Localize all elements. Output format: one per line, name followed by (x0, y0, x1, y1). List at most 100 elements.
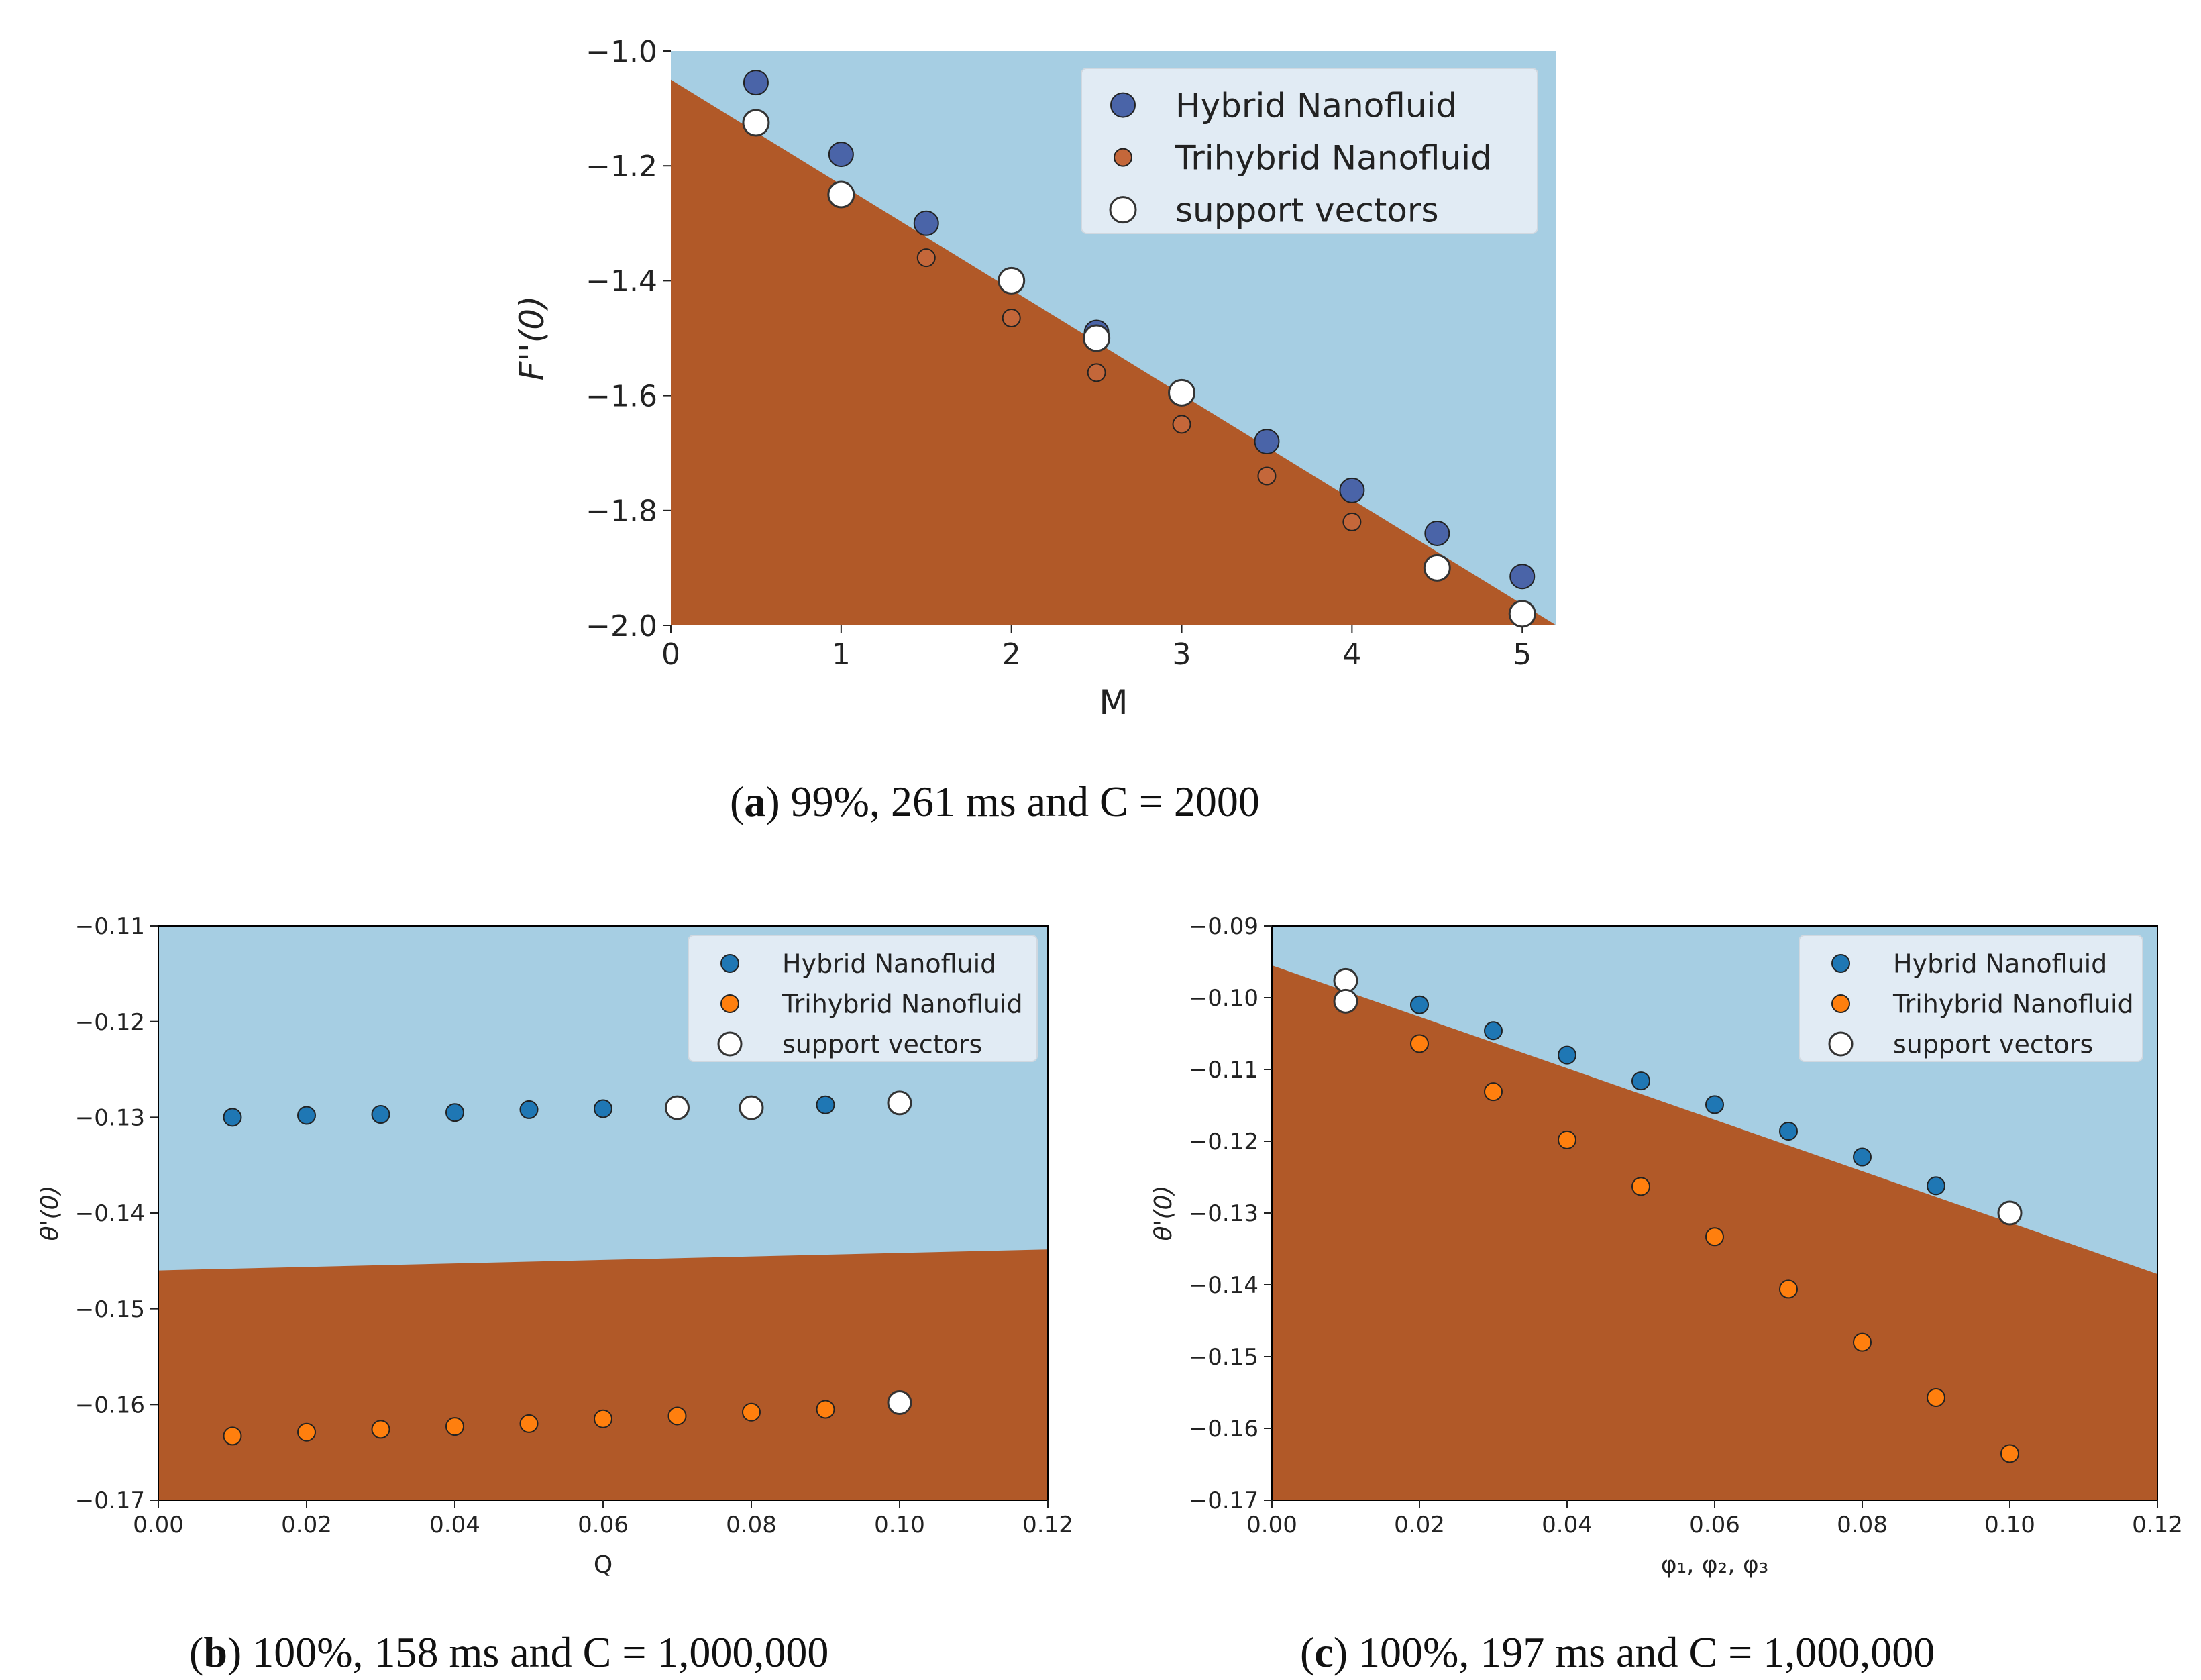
x-tick-label: 0.04 (1542, 1512, 1593, 1538)
y-tick-label: −0.11 (1189, 1057, 1258, 1084)
y-tick-label: −0.13 (75, 1105, 145, 1132)
legend-marker (1831, 994, 1850, 1013)
region-trihybrid (158, 1249, 1048, 1500)
x-axis-label: Q (594, 1551, 612, 1579)
x-tick-label: 5 (1513, 637, 1532, 672)
caption-c: (c) 100%, 197 ms and C = 1,000,000 (1300, 1628, 1935, 1677)
y-tick-label: −0.15 (75, 1296, 145, 1323)
legend-marker (1109, 196, 1137, 224)
trihybrid-point (1257, 466, 1277, 486)
panel-b: 0.00 0.02 0.04 0.06 0.08 0.10 0.12 −0.11 −0.12 −0… (0, 872, 1100, 1610)
caption-a-tag: (a) (730, 778, 780, 825)
legend-marker (1110, 92, 1136, 118)
hybrid-point (1424, 521, 1450, 547)
chart-c-svg: 0.00 0.02 0.04 0.06 0.08 0.10 0.12 −0.09 −0.10 −0… (1150, 913, 2183, 1579)
y-tick-label: −0.15 (1189, 1344, 1258, 1371)
trihybrid-point (1853, 1332, 1872, 1352)
trihybrid-point (816, 1400, 835, 1419)
legend-label: support vectors (782, 1030, 982, 1059)
support-vector-point (998, 266, 1026, 295)
x-tick-label: 0.02 (281, 1512, 332, 1538)
x-tick-label: 0.02 (1394, 1512, 1445, 1538)
y-tick-label: −0.16 (75, 1392, 145, 1419)
y-tick-label: −0.16 (1189, 1416, 1258, 1442)
hybrid-point (1410, 995, 1429, 1014)
trihybrid-point (1087, 363, 1106, 382)
support-vector-point (742, 109, 770, 137)
trihybrid-point (1558, 1130, 1576, 1149)
y-tick-label: −1.2 (586, 150, 657, 184)
hybrid-point (1509, 564, 1536, 590)
caption-b: (b) 100%, 158 ms and C = 1,000,000 (189, 1628, 828, 1677)
hybrid-point (743, 70, 769, 96)
panel-c: 0.00 0.02 0.04 0.06 0.08 0.10 0.12 −0.09 −0.10 −0… (1100, 872, 2201, 1610)
hybrid-point (445, 1103, 464, 1122)
legend-marker (1114, 148, 1132, 167)
trihybrid-point (1002, 309, 1021, 328)
trihybrid-point (1779, 1279, 1798, 1299)
support-vector-point (739, 1095, 764, 1120)
hybrid-point (519, 1100, 539, 1119)
caption-c-text: 100%, 197 ms and C = 1,000,000 (1358, 1628, 1935, 1676)
legend-marker (720, 994, 739, 1013)
panel-a: 0 1 2 3 4 5 −1.0 −1.2 −1.4 −1.6 −1.8 −2.0 M F''(0) Hyb… (0, 0, 2201, 839)
legend-label: Trihybrid Nanofluid (1892, 990, 2134, 1019)
y-tick-label: −2.0 (586, 609, 657, 643)
caption-a: (a) 99%, 261 ms and C = 2000 (730, 777, 1260, 827)
trihybrid-point (916, 248, 936, 268)
y-tick-label: −1.4 (586, 264, 657, 299)
legend-label: Trihybrid Nanofluid (1175, 139, 1492, 178)
y-tick-label: −0.14 (1189, 1272, 1258, 1299)
trihybrid-point (297, 1422, 316, 1442)
x-tick-label: 0.00 (1246, 1512, 1297, 1538)
y-tick-label: −0.13 (1189, 1200, 1258, 1227)
x-tick-label: 0 (661, 637, 680, 672)
hybrid-point (594, 1099, 612, 1118)
x-tick-label: 0.00 (133, 1512, 184, 1538)
x-tick-label: 0.08 (726, 1512, 777, 1538)
support-vector-point (1997, 1200, 2023, 1226)
x-axis-label: M (1099, 683, 1128, 722)
region-trihybrid (671, 79, 1556, 626)
support-vector-point (1333, 988, 1358, 1014)
y-tick-label: −0.17 (75, 1487, 145, 1514)
caption-a-text: 99%, 261 ms and C = 2000 (790, 778, 1260, 825)
legend-box (688, 935, 1038, 1062)
x-tick-label: 0.12 (1022, 1512, 1073, 1538)
support-vector-point (887, 1090, 912, 1116)
hybrid-point (297, 1106, 316, 1125)
support-vector-point (1508, 600, 1536, 628)
legend-label: Hybrid Nanofluid (782, 949, 996, 979)
x-tick-label: 1 (832, 637, 851, 672)
x-tick-label: 0.08 (1837, 1512, 1888, 1538)
hybrid-point (1484, 1021, 1503, 1041)
hybrid-point (1853, 1147, 1872, 1167)
x-tick-label: 0.04 (429, 1512, 480, 1538)
caption-b-tag: (b) (189, 1628, 242, 1676)
trihybrid-point (519, 1414, 539, 1433)
y-tick-label: −1.0 (586, 35, 657, 69)
x-tick-label: 0.06 (578, 1512, 629, 1538)
trihybrid-point (1342, 512, 1362, 531)
trihybrid-point (223, 1426, 242, 1446)
y-tick-label: −0.09 (1189, 913, 1258, 940)
trihybrid-point (1410, 1034, 1429, 1053)
trihybrid-point (371, 1420, 390, 1439)
caption-c-tag: (c) (1300, 1628, 1348, 1676)
legend-marker (720, 954, 739, 973)
support-vector-point (665, 1095, 690, 1120)
y-tick-label: −0.12 (75, 1009, 145, 1036)
trihybrid-point (742, 1402, 761, 1422)
hybrid-point (1779, 1122, 1798, 1141)
hybrid-point (913, 210, 939, 236)
support-vector-point (1423, 554, 1451, 582)
x-axis-label: φ₁, φ₂, φ₃ (1661, 1551, 1768, 1579)
support-vector-point (1083, 324, 1111, 352)
hybrid-point (816, 1095, 835, 1114)
hybrid-point (1254, 429, 1280, 455)
x-tick-label: 0.10 (874, 1512, 925, 1538)
support-vector-point (887, 1389, 912, 1415)
hybrid-point (1558, 1045, 1576, 1065)
y-tick-label: −1.8 (586, 494, 657, 529)
x-tick-label: 0.10 (1984, 1512, 2035, 1538)
